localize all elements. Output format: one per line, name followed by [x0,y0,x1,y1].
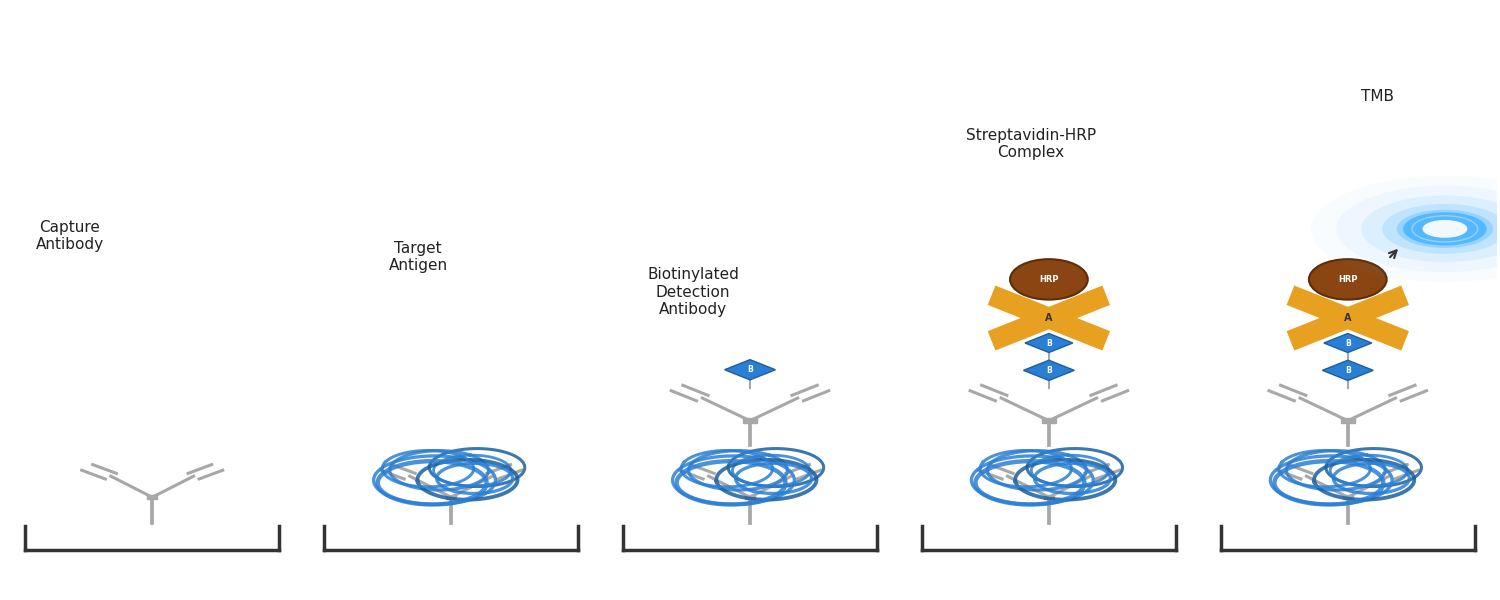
Text: Capture
Antibody: Capture Antibody [36,220,104,252]
Text: HRP: HRP [1338,275,1358,284]
Bar [1044,495,1054,499]
Text: HRP: HRP [1040,275,1059,284]
Bar [744,418,756,424]
Text: B: B [747,365,753,374]
Polygon shape [1000,299,1029,310]
Text: Streptavidin-HRP
Complex: Streptavidin-HRP Complex [966,128,1096,160]
Circle shape [1402,212,1486,245]
Text: B: B [1346,338,1350,347]
Text: TMB: TMB [1360,89,1394,104]
Circle shape [1382,204,1500,254]
Text: A: A [1046,313,1053,323]
Polygon shape [1368,326,1395,337]
Bar [746,495,754,499]
Bar [1341,418,1354,424]
Circle shape [1422,220,1467,238]
Bar [1042,418,1056,424]
Polygon shape [1068,326,1096,337]
Text: Biotinylated
Detection
Antibody: Biotinylated Detection Antibody [648,268,740,317]
Polygon shape [1000,326,1029,337]
Polygon shape [1300,299,1328,310]
Circle shape [1336,185,1500,272]
Polygon shape [1368,299,1395,310]
Polygon shape [1300,326,1328,337]
Polygon shape [1068,299,1096,310]
Text: B: B [1046,366,1052,375]
Text: A: A [1344,313,1352,323]
Bar [147,495,158,499]
Ellipse shape [1010,259,1088,299]
Text: B: B [1346,366,1350,375]
Ellipse shape [1310,259,1386,299]
Bar [446,495,456,499]
Circle shape [1396,210,1492,248]
Text: Target
Antigen: Target Antigen [388,241,448,273]
Text: B: B [1046,338,1052,347]
Circle shape [1360,196,1500,262]
Bar [1342,495,1353,499]
